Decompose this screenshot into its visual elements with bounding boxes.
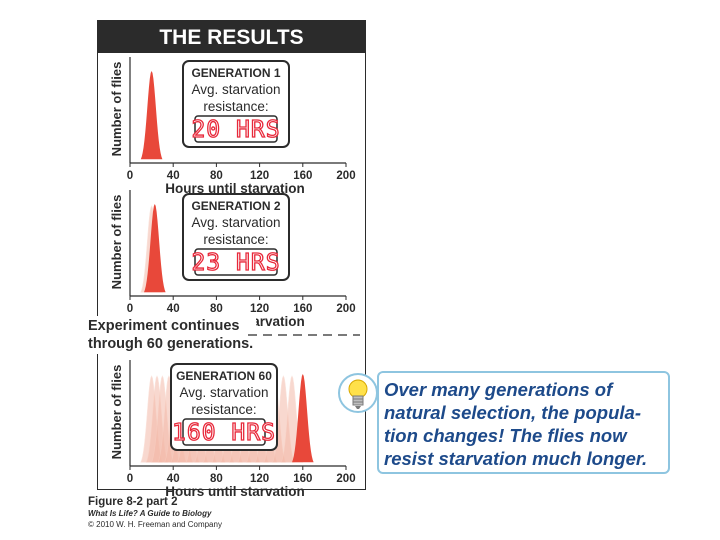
x-tick-label: 200 (336, 473, 355, 485)
x-tick-label: 40 (167, 473, 180, 485)
x-tick-label: 80 (210, 170, 223, 182)
generation-label: GENERATION 1 (191, 66, 280, 80)
generation-label: GENERATION 2 (191, 199, 280, 213)
y-axis-label: Number of flies (109, 62, 124, 157)
x-tick-label: 80 (210, 473, 223, 485)
x-tick-label: 0 (127, 303, 133, 315)
x-tick-label: 120 (250, 170, 269, 182)
continue-note-box (86, 316, 256, 354)
continue-dashes (248, 334, 360, 336)
y-axis-label: Number of flies (109, 365, 124, 460)
x-tick-label: 40 (167, 303, 180, 315)
x-axis-label: Hours until starvation (165, 484, 305, 499)
readout-frame (182, 418, 266, 446)
x-tick-label: 160 (293, 473, 312, 485)
callout-box (377, 371, 670, 474)
y-axis-label: Number of flies (109, 195, 124, 290)
continue-note-line-2: through 60 generations. (88, 336, 254, 352)
resistance-readout: 20 HRS (191, 117, 280, 143)
inset-line-2: resistance: (203, 232, 268, 247)
distribution-peak (292, 374, 314, 463)
figure-caption: Figure 8-2 part 2 (88, 496, 178, 508)
generation-label: GENERATION 60 (176, 369, 272, 383)
resistance-readout: 23 HRS (191, 250, 280, 276)
x-tick-label: 160 (293, 170, 312, 182)
readout-frame (194, 115, 278, 143)
lightbulb-icon (338, 373, 378, 413)
readout-frame (194, 248, 278, 276)
resistance-readout: 160 HRS (172, 420, 276, 446)
x-tick-label: 160 (293, 303, 312, 315)
inset-line-1: Avg. starvation (191, 215, 280, 230)
x-tick-label: 200 (336, 170, 355, 182)
inset-line-1: Avg. starvation (179, 385, 268, 400)
inset-line-1: Avg. starvation (191, 82, 280, 97)
distribution-peak (140, 71, 163, 160)
x-tick-label: 200 (336, 303, 355, 315)
callout-text: Over many generations of natural selecti… (384, 379, 648, 469)
copyright-caption: © 2010 W. H. Freeman and Company (88, 520, 222, 529)
x-tick-label: 0 (127, 473, 133, 485)
continue-note-line-1: Experiment continues (88, 318, 240, 334)
x-tick-label: 40 (167, 170, 180, 182)
x-tick-label: 0 (127, 170, 133, 182)
book-caption: What Is Life? A Guide to Biology (88, 509, 212, 518)
inset-line-2: resistance: (191, 402, 256, 417)
x-tick-label: 120 (250, 303, 269, 315)
inset-line-2: resistance: (203, 99, 268, 114)
distribution-peak (144, 204, 166, 293)
page-title: THE RESULTS (98, 21, 365, 53)
x-axis-label: Hours until starvation (165, 181, 305, 196)
x-tick-label: 80 (210, 303, 223, 315)
x-tick-label: 120 (250, 473, 269, 485)
